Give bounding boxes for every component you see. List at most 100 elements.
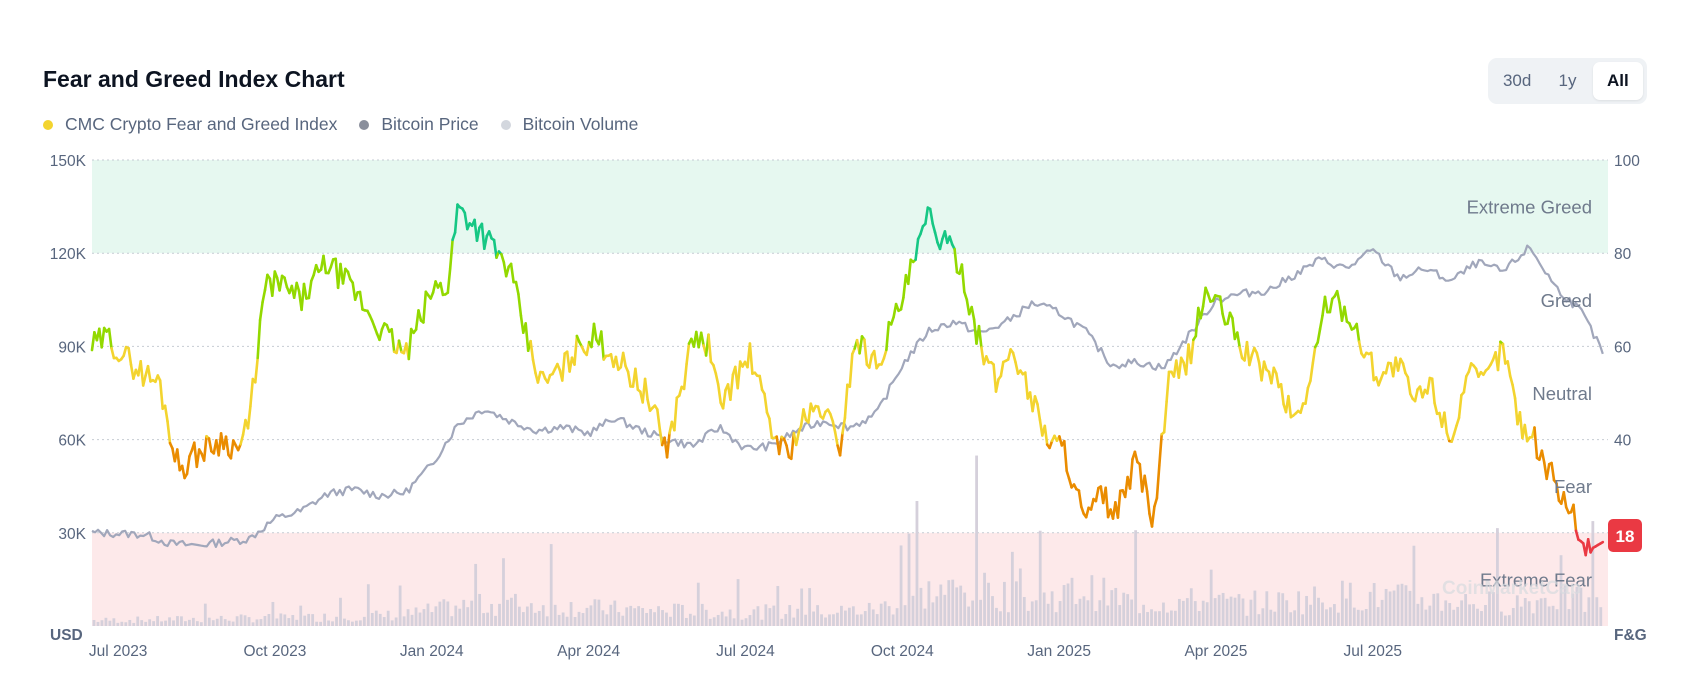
fear-greed-segment	[885, 320, 891, 352]
volume-bar	[327, 620, 330, 626]
volume-bar	[816, 605, 819, 626]
volume-bar	[1356, 609, 1360, 626]
fear-greed-segment	[763, 392, 769, 414]
legend-dot-bitcoin-volume-icon	[500, 119, 511, 130]
range-1y-button[interactable]: 1y	[1542, 62, 1592, 100]
fear-greed-segment	[295, 281, 301, 293]
fear-greed-segment	[1343, 305, 1349, 323]
fear-greed-segment	[278, 274, 284, 292]
volume-bar	[267, 614, 271, 626]
fear-greed-segment	[482, 234, 489, 250]
volume-bar	[96, 621, 100, 626]
volume-bar	[967, 606, 971, 626]
y-right-tick-label: 100	[1614, 153, 1640, 170]
volume-bar	[446, 601, 450, 626]
fear-greed-segment	[407, 327, 413, 361]
volume-bar	[1273, 611, 1277, 626]
fear-greed-segment	[729, 373, 735, 402]
fear-greed-segment	[1599, 540, 1605, 545]
fear-greed-segment	[634, 367, 640, 391]
volume-bar	[1293, 610, 1297, 626]
volume-bar	[975, 455, 978, 626]
volume-bar	[1289, 612, 1293, 626]
volume-bar	[879, 603, 883, 626]
volume-bar	[987, 582, 990, 626]
y-left-tick-label: 120K	[50, 246, 87, 263]
fear-greed-segment	[1238, 346, 1244, 360]
volume-bar	[788, 605, 792, 626]
fear-greed-segment	[1355, 322, 1361, 343]
volume-bar	[148, 619, 152, 626]
volume-bar	[851, 606, 855, 626]
chart-title: Fear and Greed Index Chart	[43, 66, 345, 92]
fear-greed-segment	[1162, 400, 1168, 434]
volume-bar	[1018, 568, 1022, 626]
volume-bar	[1181, 600, 1185, 626]
legend-label-bitcoin-price: Bitcoin Price	[381, 114, 479, 134]
fear-greed-segment	[1550, 461, 1556, 482]
volume-bar	[339, 597, 342, 626]
fear-greed-segment	[843, 383, 849, 420]
y-right-axis-label: F&G	[1614, 627, 1647, 644]
volume-bar	[370, 612, 374, 626]
volume-bar	[983, 572, 986, 626]
fear-greed-segment	[848, 352, 854, 389]
x-tick-label: Apr 2025	[1184, 643, 1247, 660]
volume-bar	[1066, 583, 1070, 626]
legend-label-bitcoin-volume: Bitcoin Volume	[522, 114, 639, 134]
legend-item-bitcoin-price[interactable]: Bitcoin Price	[359, 114, 479, 135]
y-right-tick-label: 40	[1614, 433, 1632, 450]
volume-bar	[132, 622, 136, 626]
fear-greed-segment	[573, 334, 579, 366]
volume-bar	[1464, 594, 1468, 626]
volume-bar	[1233, 597, 1237, 626]
fear-greed-segment	[1496, 340, 1502, 372]
range-all-button[interactable]: All	[1592, 62, 1643, 100]
range-30d-button[interactable]: 30d	[1492, 62, 1542, 100]
fear-greed-segment	[1501, 342, 1507, 365]
fear-greed-segment	[1262, 360, 1268, 372]
volume-bar	[243, 615, 247, 626]
volume-bar	[1587, 597, 1591, 626]
fear-greed-segment	[931, 222, 937, 234]
fear-greed-segment	[1426, 376, 1432, 395]
fear-greed-segment	[283, 276, 289, 289]
volume-bar	[128, 619, 132, 626]
volume-bar	[1488, 591, 1491, 626]
volume-bar	[720, 611, 724, 626]
fear-greed-segment	[1006, 348, 1012, 361]
fear-greed-segment	[122, 345, 128, 358]
fear-greed-segment	[1236, 331, 1241, 349]
volume-bar	[744, 618, 748, 626]
volume-bar	[1340, 580, 1344, 626]
volume-bar	[1253, 590, 1257, 626]
fear-greed-segment	[1328, 297, 1334, 314]
time-range-selector: 30d 1y All	[1488, 58, 1647, 104]
fear-greed-segment	[953, 247, 959, 274]
fear-greed-segment	[924, 206, 930, 226]
fear-greed-segment	[828, 412, 835, 423]
fear-greed-segment	[514, 280, 520, 296]
fear-greed-segment	[536, 370, 542, 384]
volume-bar	[589, 605, 593, 626]
fear-greed-segment	[529, 339, 535, 362]
volume-bar	[394, 617, 398, 626]
fear-greed-segment	[1309, 361, 1315, 383]
volume-bar	[434, 606, 438, 626]
legend-item-bitcoin-volume[interactable]: Bitcoin Volume	[500, 114, 639, 135]
volume-bar	[553, 604, 557, 626]
fear-greed-segment	[1033, 395, 1039, 406]
legend-item-fear-greed[interactable]: CMC Crypto Fear and Greed Index	[43, 114, 337, 135]
volume-bar	[581, 613, 585, 626]
fear-greed-segment	[341, 267, 347, 285]
volume-bar	[506, 599, 509, 626]
fear-greed-segment	[1255, 351, 1261, 365]
fear-greed-segment	[807, 402, 813, 424]
volume-bar	[692, 615, 696, 626]
fear-greed-segment	[1455, 416, 1461, 427]
volume-bar	[1428, 605, 1432, 626]
volume-bar	[919, 587, 923, 626]
x-tick-label: Jan 2024	[400, 643, 464, 660]
volume-bar	[1313, 586, 1316, 626]
